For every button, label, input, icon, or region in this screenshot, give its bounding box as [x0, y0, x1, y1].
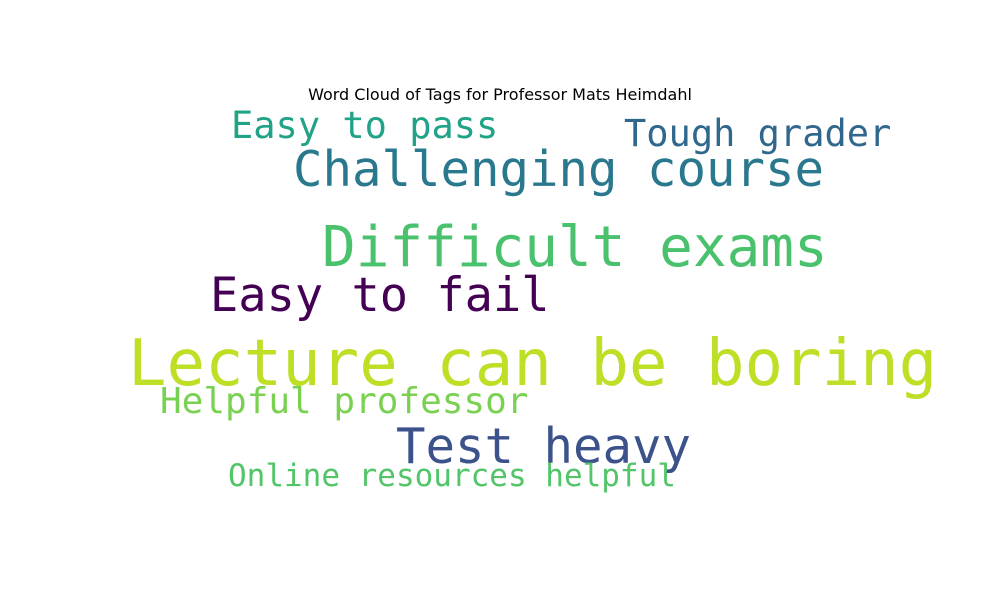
word-easy-to-pass: Easy to pass	[231, 104, 499, 147]
word-challenging-course: Challenging course	[293, 141, 825, 198]
chart-title: Word Cloud of Tags for Professor Mats He…	[308, 85, 692, 104]
word-online-resources-helpful: Online resources helpful	[228, 458, 676, 494]
word-difficult-exams: Difficult exams	[322, 215, 828, 280]
word-helpful-professor: Helpful professor	[160, 381, 529, 422]
word-lecture-can-be-boring: Lecture can be boring	[128, 327, 938, 401]
word-tough-grader: Tough grader	[624, 112, 892, 155]
word-test-heavy: Test heavy	[396, 418, 692, 475]
word-easy-to-fail: Easy to fail	[210, 268, 550, 323]
